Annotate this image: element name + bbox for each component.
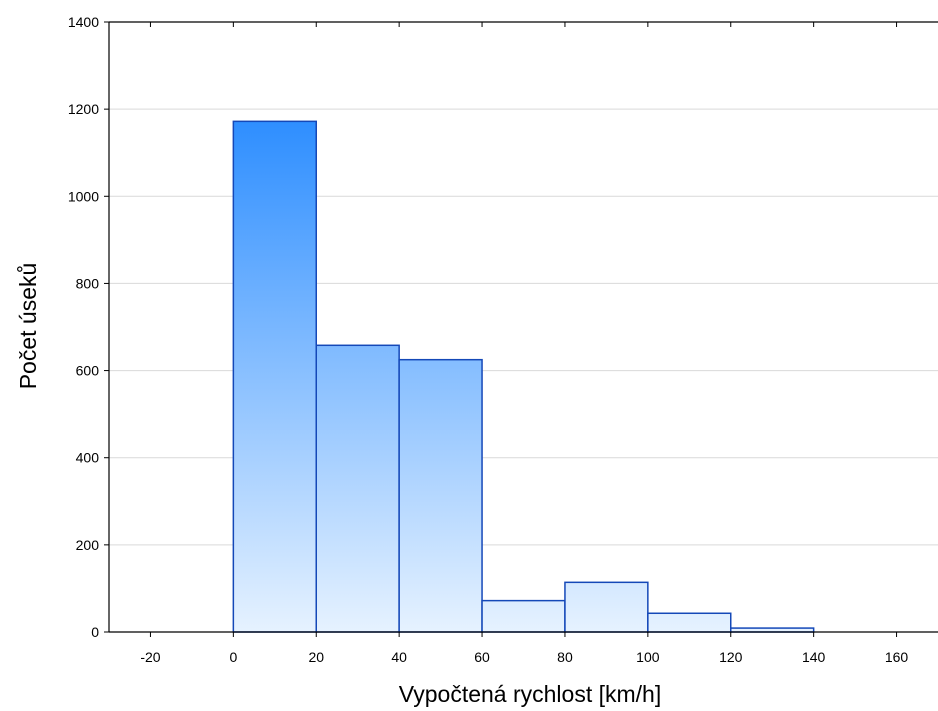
x-axis-title: Vypočtená rychlost [km/h] <box>399 681 661 707</box>
x-tick-label: 40 <box>391 649 407 665</box>
y-tick-label: 1200 <box>68 101 99 117</box>
x-tick-label: -20 <box>140 649 160 665</box>
y-tick-label: 0 <box>91 624 99 640</box>
histogram-bar <box>398 358 483 633</box>
x-tick-label: 20 <box>308 649 324 665</box>
y-axis-title: Počet úseků <box>15 263 41 390</box>
histogram-bar <box>481 599 566 633</box>
x-tick-label: 120 <box>719 649 743 665</box>
y-tick-label: 1400 <box>68 14 99 30</box>
histogram-bar <box>564 581 649 633</box>
x-tick-label: 60 <box>474 649 490 665</box>
tick-labels: 0 200 400 600 800 1000 1200 1400 -20 0 20 40 60 80 100… <box>68 14 909 665</box>
axes <box>104 21 938 637</box>
x-tick-label: 160 <box>885 649 909 665</box>
y-tick-label: 600 <box>76 363 100 379</box>
x-tick-label: 140 <box>802 649 826 665</box>
y-tick-label: 200 <box>76 537 100 553</box>
bars <box>232 120 815 633</box>
histogram-bar <box>315 344 400 633</box>
x-tick-label: 100 <box>636 649 660 665</box>
x-tick-label: 0 <box>229 649 237 665</box>
x-tick-label: 80 <box>557 649 573 665</box>
y-tick-label: 400 <box>76 450 100 466</box>
y-tick-label: 1000 <box>68 188 99 204</box>
y-tick-label: 800 <box>76 275 100 291</box>
histogram-bar <box>647 612 732 633</box>
histogram-bar <box>232 120 318 633</box>
